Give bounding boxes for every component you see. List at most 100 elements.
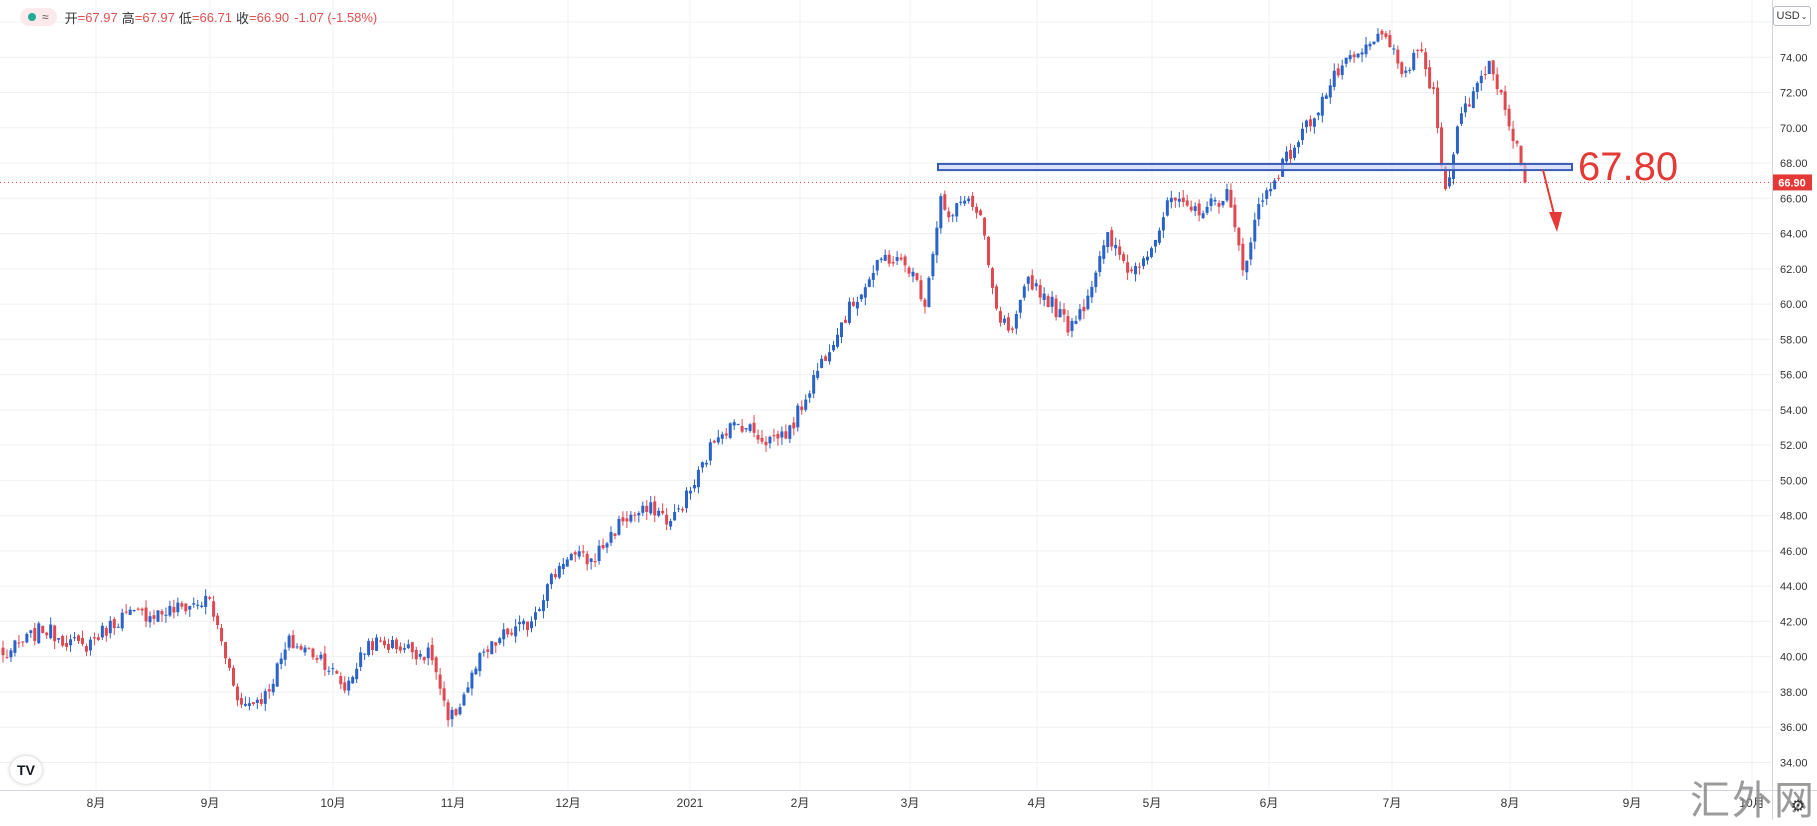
candle-body — [967, 198, 971, 202]
candle-body — [796, 405, 800, 428]
candle-body — [506, 628, 510, 635]
y-tick-label: 56.00 — [1780, 370, 1808, 382]
y-tick-label: 48.00 — [1780, 511, 1808, 523]
candle-body — [426, 647, 430, 659]
candle-body — [1257, 204, 1261, 220]
candle-body — [1213, 199, 1217, 202]
candle-body — [1312, 118, 1316, 127]
candle-body — [1157, 230, 1161, 243]
candle-body — [259, 699, 263, 704]
candle-body — [1221, 200, 1225, 206]
candle-body — [1368, 43, 1372, 47]
candle-body — [327, 670, 331, 672]
resistance-zone[interactable] — [937, 162, 1573, 172]
candle-body — [1130, 269, 1134, 272]
candle-body — [243, 703, 247, 706]
candle-body — [935, 227, 939, 256]
candle-body — [1515, 141, 1519, 144]
candle-body — [1034, 283, 1038, 287]
candle-body — [1523, 163, 1527, 183]
candle-body — [235, 686, 239, 701]
candle-body — [700, 462, 704, 468]
candle-body — [704, 462, 708, 465]
candle-body — [434, 657, 438, 673]
candle-body — [541, 600, 545, 612]
candle-body — [9, 650, 13, 658]
candle-body — [1114, 244, 1118, 249]
candle-body — [267, 689, 271, 692]
candle-body — [73, 637, 77, 639]
candle-body — [319, 654, 323, 659]
x-tick-label: 6月 — [1260, 796, 1279, 810]
candle-body — [776, 433, 780, 439]
candle-body — [1475, 82, 1479, 92]
candle-body — [1420, 49, 1424, 52]
y-tick-label: 66.00 — [1780, 193, 1808, 205]
candle-body — [1074, 320, 1078, 324]
currency-selector[interactable]: USD ⌄ — [1773, 6, 1811, 26]
trend-arrow-head — [1549, 212, 1562, 232]
y-tick-label: 60.00 — [1780, 299, 1808, 311]
series-visibility-icon[interactable] — [28, 13, 36, 21]
candle-body — [1237, 227, 1241, 246]
candle-body — [784, 431, 788, 439]
candle-body — [1058, 309, 1062, 318]
candle-body — [911, 271, 915, 277]
candle-body — [1054, 298, 1058, 318]
candle-body — [1285, 151, 1289, 162]
candle-body — [474, 668, 478, 675]
candle-body — [545, 584, 549, 601]
candle-body — [1094, 272, 1098, 288]
candle-body — [899, 257, 903, 260]
tradingview-logo-icon[interactable]: TV — [10, 756, 42, 784]
candle-body — [1022, 286, 1026, 298]
candle-body — [152, 615, 156, 619]
candle-body — [1110, 230, 1114, 247]
candle-body — [116, 626, 120, 628]
series-legend-pill[interactable]: ≈ — [20, 8, 57, 26]
candle-body — [1444, 166, 1448, 189]
candle-body — [1169, 197, 1173, 203]
gear-icon[interactable]: ⚙ — [1790, 798, 1806, 815]
candle-body — [1245, 260, 1249, 273]
candle-body — [176, 602, 180, 613]
candle-body — [41, 625, 45, 634]
candle-body — [1463, 103, 1467, 113]
candle-body — [1209, 198, 1213, 206]
low-label: 低 — [178, 10, 192, 26]
candle-body — [1344, 57, 1348, 64]
candle-body — [561, 564, 565, 570]
candle-body — [438, 674, 442, 689]
candle-body — [430, 644, 434, 661]
candle-body — [335, 671, 339, 674]
candle-body — [375, 637, 379, 651]
candle-body — [609, 531, 613, 543]
candle-body — [184, 603, 188, 612]
candle-body — [780, 431, 784, 438]
y-tick-label: 44.00 — [1780, 581, 1808, 593]
candle-body — [534, 612, 538, 620]
candle-body — [1122, 254, 1126, 261]
candle-body — [1241, 243, 1245, 271]
candle-body — [891, 261, 895, 264]
candle-body — [65, 642, 69, 647]
candle-body — [1018, 299, 1022, 313]
candle-body — [565, 559, 569, 567]
candle-body — [808, 393, 812, 398]
candle-body — [208, 597, 212, 599]
candle-body — [824, 356, 828, 361]
candle-body — [959, 201, 963, 203]
candle-body — [553, 574, 557, 578]
candle-body — [677, 508, 681, 510]
wave-icon[interactable]: ≈ — [42, 10, 49, 24]
candle-body — [839, 322, 843, 338]
candle-body — [1511, 128, 1515, 142]
candle-body — [1082, 306, 1086, 312]
candle-body — [263, 691, 267, 704]
candle-body — [828, 352, 832, 362]
x-tick-label: 11月 — [441, 796, 465, 810]
candle-body — [760, 437, 764, 442]
candle-body — [510, 632, 514, 635]
